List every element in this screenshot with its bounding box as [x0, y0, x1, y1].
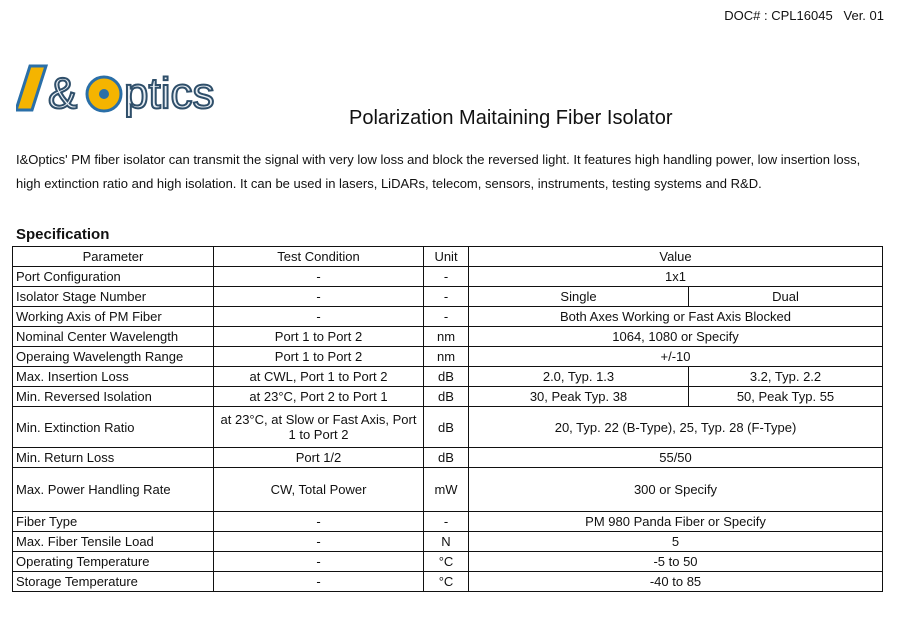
table-row: Min. Reversed Isolation at 23°C, Port 2 …	[12, 386, 884, 407]
unit-cell: -	[423, 511, 469, 532]
unit-cell: °C	[423, 551, 469, 572]
table-row: Operaing Wavelength Range Port 1 to Port…	[12, 346, 884, 367]
table-row: Isolator Stage Number - - Single Dual	[12, 286, 884, 307]
header-value: Value	[467, 246, 884, 267]
parameter-cell: Working Axis of PM Fiber	[12, 306, 214, 327]
condition-cell: -	[213, 571, 424, 592]
condition-cell: at CWL, Port 1 to Port 2	[213, 366, 424, 387]
parameter-cell: Fiber Type	[12, 511, 214, 532]
condition-cell: Port 1 to Port 2	[213, 346, 424, 367]
unit-cell: mW	[423, 467, 469, 512]
value-cell: 5	[467, 531, 884, 552]
value-cell: 300 or Specify	[467, 467, 884, 512]
condition-cell: Port 1/2	[213, 447, 424, 468]
parameter-cell: Max. Insertion Loss	[12, 366, 214, 387]
parameter-cell: Operaing Wavelength Range	[12, 346, 214, 367]
value-cell: +/-10	[467, 346, 884, 367]
condition-cell: at 23°C, at Slow or Fast Axis, Port 1 to…	[213, 406, 424, 448]
unit-cell: -	[423, 266, 469, 287]
condition-cell: -	[213, 531, 424, 552]
header-parameter: Parameter	[12, 246, 214, 267]
table-row: Max. Insertion Loss at CWL, Port 1 to Po…	[12, 366, 884, 387]
unit-cell: dB	[423, 447, 469, 468]
condition-cell: -	[213, 511, 424, 532]
unit-cell: N	[423, 531, 469, 552]
intro-paragraph: I&Optics' PM fiber isolator can transmit…	[16, 152, 861, 191]
value-cell: 1064, 1080 or Specify	[467, 326, 884, 347]
parameter-cell: Storage Temperature	[12, 571, 214, 592]
condition-cell: -	[213, 286, 424, 307]
condition-cell: -	[213, 266, 424, 287]
value-cell: -5 to 50	[467, 551, 884, 572]
table-row: Operating Temperature - °C -5 to 50	[12, 551, 884, 572]
value-cell-single: Single	[468, 286, 689, 307]
unit-cell: -	[423, 286, 469, 307]
parameter-cell: Max. Power Handling Rate	[12, 467, 214, 512]
table-row: Min. Return Loss Port 1/2 dB 55/50	[12, 447, 884, 468]
value-cell: 55/50	[467, 447, 884, 468]
doc-number: DOC# : CPL16045 Ver. 01	[724, 8, 884, 23]
parameter-cell: Operating Temperature	[12, 551, 214, 572]
table-row: Port Configuration - -1x1	[12, 266, 884, 287]
header-condition: Test Condition	[213, 246, 424, 267]
header-unit: Unit	[423, 246, 469, 267]
parameter-cell: Min. Extinction Ratio	[12, 406, 214, 448]
value-cell: 1x1	[467, 266, 884, 287]
parameter-cell: Port Configuration	[12, 266, 214, 287]
value-cell: -40 to 85	[467, 571, 884, 592]
parameter-cell: Max. Fiber Tensile Load	[12, 531, 214, 552]
value-cell-single: 30, Peak Typ. 38	[468, 386, 689, 407]
table-row: Storage Temperature - °C -40 to 85	[12, 571, 884, 592]
table-row: Min. Extinction Ratio at 23°C, at Slow o…	[12, 406, 884, 448]
value-cell: PM 980 Panda Fiber or Specify	[467, 511, 884, 532]
unit-cell: dB	[423, 386, 469, 407]
svg-text:&: &	[48, 69, 77, 118]
condition-cell: -	[213, 551, 424, 572]
condition-cell: CW, Total Power	[213, 467, 424, 512]
unit-cell: dB	[423, 406, 469, 448]
table-row: Max. Power Handling Rate CW, Total Power…	[12, 467, 884, 512]
value-cell-dual: Dual	[687, 286, 884, 307]
parameter-cell: Min. Reversed Isolation	[12, 386, 214, 407]
value-cell-dual: 3.2, Typ. 2.2	[687, 366, 884, 387]
parameter-cell: Nominal Center Wavelength	[12, 326, 214, 347]
value-cell-single: 2.0, Typ. 1.3	[468, 366, 689, 387]
parameter-cell: Min. Return Loss	[12, 447, 214, 468]
value-cell: Both Axes Working or Fast Axis Blocked	[467, 306, 884, 327]
condition-cell: at 23°C, Port 2 to Port 1	[213, 386, 424, 407]
unit-cell: nm	[423, 346, 469, 367]
unit-cell: nm	[423, 326, 469, 347]
svg-text:ptics: ptics	[124, 69, 214, 118]
unit-cell: °C	[423, 571, 469, 592]
condition-cell: Port 1 to Port 2	[213, 326, 424, 347]
table-row: Working Axis of PM Fiber - - Both Axes Wo…	[12, 306, 884, 327]
company-logo: & ptics	[16, 64, 215, 119]
table-row: Fiber Type - - PM 980 Panda Fiber or Spec…	[12, 511, 884, 532]
page-title: Polarization Maitaining Fiber Isolator	[349, 107, 673, 129]
table-row: Nominal Center Wavelength Port 1 to Port…	[12, 326, 884, 347]
unit-cell: dB	[423, 366, 469, 387]
spec-table: Parameter Test Condition Unit Value Port…	[12, 246, 884, 592]
condition-cell: -	[213, 306, 424, 327]
unit-cell: -	[423, 306, 469, 327]
parameter-cell: Isolator Stage Number	[12, 286, 214, 307]
table-header: Parameter Test Condition Unit Value	[12, 246, 884, 267]
spec-heading: Specification	[16, 226, 110, 243]
value-cell-dual: 50, Peak Typ. 55	[687, 386, 884, 407]
value-cell: 20, Typ. 22 (B-Type), 25, Typ. 28 (F-Typ…	[467, 406, 884, 448]
